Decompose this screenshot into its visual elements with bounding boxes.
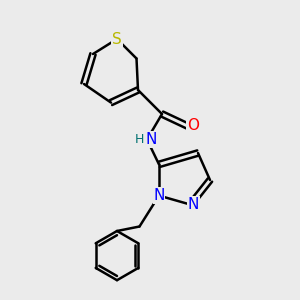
Text: N: N bbox=[146, 132, 157, 147]
Text: H: H bbox=[135, 133, 144, 146]
Text: S: S bbox=[112, 32, 122, 46]
Text: N: N bbox=[188, 197, 199, 212]
Text: O: O bbox=[187, 118, 199, 134]
Text: N: N bbox=[153, 188, 165, 203]
